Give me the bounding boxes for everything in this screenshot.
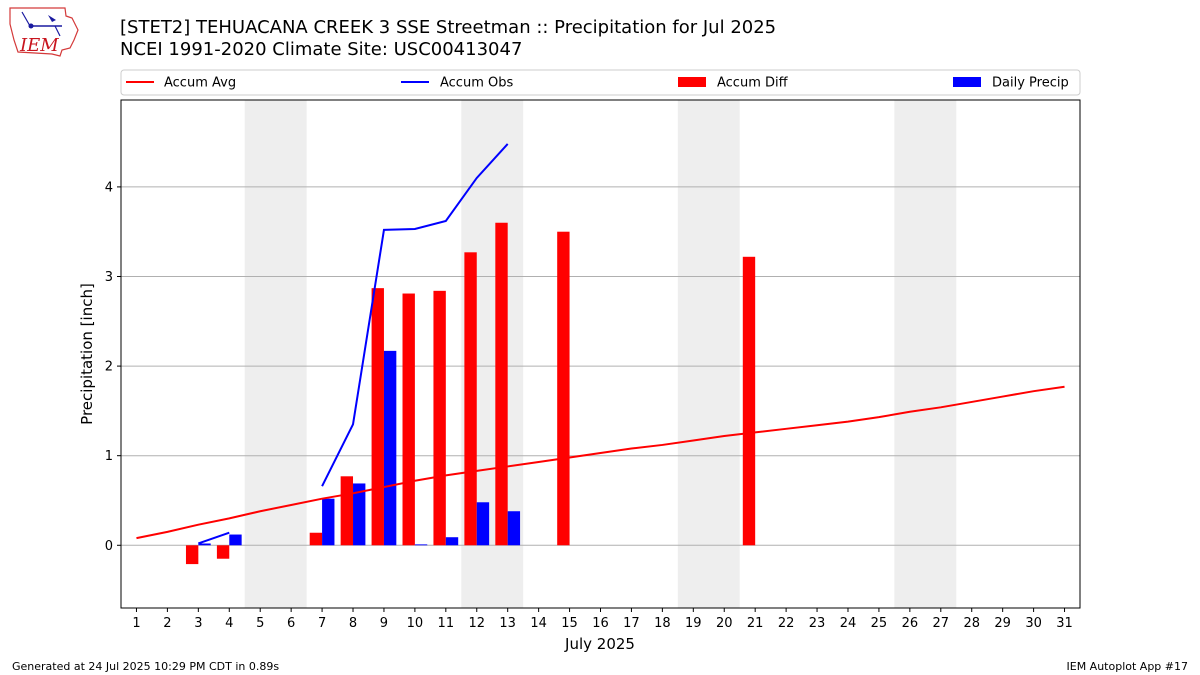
x-tick-label-8: 8 — [349, 616, 357, 631]
x-tick-label-5: 5 — [256, 616, 264, 631]
x-tick-label-7: 7 — [318, 616, 326, 631]
legend: Accum Avg Accum Obs Accum Diff Daily Pre… — [120, 69, 1081, 96]
x-tick-label-24: 24 — [840, 616, 857, 631]
x-tick-label-28: 28 — [963, 616, 980, 631]
chart-title: [STET2] TEHUACANA CREEK 3 SSE Streetman … — [120, 17, 777, 38]
x-tick-label-16: 16 — [592, 616, 609, 631]
x-tick-label-6: 6 — [287, 616, 295, 631]
x-tick-label-19: 19 — [685, 616, 702, 631]
daily-precip-bar-day-13 — [507, 511, 521, 546]
x-tick-label-13: 13 — [499, 616, 516, 631]
x-tick-label-14: 14 — [530, 616, 547, 631]
accum-diff-bar-day-11 — [433, 290, 446, 546]
daily-precip-bar-day-4 — [229, 534, 242, 546]
x-tick-label-21: 21 — [747, 616, 764, 631]
x-tick-label-10: 10 — [407, 616, 424, 631]
daily-precip-bar-day-8 — [353, 483, 366, 546]
x-tick-label-11: 11 — [438, 616, 455, 631]
accum-diff-bar-day-7 — [309, 532, 323, 546]
y-tick-label-3: 3 — [105, 270, 113, 285]
x-tick-label-26: 26 — [902, 616, 919, 631]
accum-diff-bar-day-10 — [402, 293, 415, 546]
x-tick-label-25: 25 — [871, 616, 888, 631]
x-tick-label-1: 1 — [132, 616, 140, 631]
legend-label-accum-obs: Accum Obs — [440, 76, 513, 91]
y-tick-label-0: 0 — [105, 539, 113, 554]
weekend-band-3 — [894, 100, 957, 608]
x-axis-ticks: 1 2 3 4 5 6 7 8 9 10 11 12 13 14 15 16 17 18 19 20 21 22 23 24 2… — [132, 608, 1073, 631]
x-tick-label-15: 15 — [561, 616, 578, 631]
legend-box — [120, 69, 1081, 96]
x-tick-label-31: 31 — [1056, 616, 1073, 631]
x-tick-label-12: 12 — [468, 616, 485, 631]
daily-precip-bar-day-7 — [322, 498, 335, 546]
accum-avg-line — [136, 385, 1065, 540]
daily-precip-bar-day-10 — [414, 544, 428, 546]
daily-precip-bar-day-11 — [445, 537, 459, 546]
y-tick-label-1: 1 — [105, 449, 113, 464]
x-tick-label-3: 3 — [194, 616, 202, 631]
daily-precip-bar-day-3 — [198, 543, 211, 546]
accum-diff-bar-day-4 — [216, 545, 230, 559]
x-tick-label-2: 2 — [163, 616, 171, 631]
daily-precip-bar-day-12 — [476, 502, 490, 546]
legend-swatch-daily-precip — [953, 77, 981, 87]
x-tick-label-20: 20 — [716, 616, 733, 631]
x-tick-label-27: 27 — [933, 616, 950, 631]
chart-subtitle: NCEI 1991-2020 Climate Site: USC00413047 — [120, 39, 523, 60]
bars — [185, 222, 756, 565]
x-tick-label-29: 29 — [994, 616, 1011, 631]
lines — [136, 143, 1065, 545]
legend-item-accum-diff: Accum Diff — [678, 76, 789, 91]
y-tick-label-2: 2 — [105, 360, 113, 375]
x-axis-label: July 2025 — [564, 635, 635, 653]
gridlines — [121, 186, 1080, 546]
x-tick-label-17: 17 — [623, 616, 640, 631]
accum-diff-bar-day-13 — [495, 222, 508, 546]
accum-diff-bar-day-21 — [742, 256, 756, 546]
x-tick-label-23: 23 — [809, 616, 826, 631]
y-axis-label: Precipitation [inch] — [78, 283, 96, 425]
legend-label-accum-avg: Accum Avg — [164, 76, 236, 91]
app-label: IEM Autoplot App #17 — [1066, 660, 1189, 673]
logo-text: IEM — [19, 35, 59, 56]
x-tick-label-4: 4 — [225, 616, 233, 631]
legend-swatch-accum-diff — [678, 77, 706, 87]
iem-logo: IEM — [9, 7, 79, 57]
accum-obs-line-segment-0 — [198, 531, 230, 545]
y-axis-ticks: 0 1 2 3 4 — [105, 180, 121, 554]
weekend-band-0 — [244, 100, 307, 608]
accum-diff-bar-day-9 — [371, 288, 384, 546]
daily-precip-bar-day-9 — [383, 350, 397, 546]
accum-obs-line-segment-1 — [321, 143, 509, 487]
legend-label-daily-precip: Daily Precip — [992, 76, 1069, 91]
y-tick-label-4: 4 — [105, 180, 113, 195]
legend-item-accum-obs: Accum Obs — [401, 76, 513, 91]
x-tick-label-22: 22 — [778, 616, 795, 631]
accum-diff-bar-day-8 — [340, 476, 354, 546]
accum-diff-bar-day-12 — [464, 252, 477, 546]
weekend-band-2 — [677, 100, 740, 608]
accum-diff-bar-day-15 — [557, 231, 570, 546]
legend-item-accum-avg: Accum Avg — [126, 76, 236, 91]
x-tick-label-30: 30 — [1025, 616, 1042, 631]
legend-label-accum-diff: Accum Diff — [717, 76, 789, 91]
x-tick-label-9: 9 — [380, 616, 388, 631]
legend-item-daily-precip: Daily Precip — [953, 76, 1069, 91]
generated-timestamp: Generated at 24 Jul 2025 10:29 PM CDT in… — [12, 660, 280, 673]
accum-diff-bar-day-3 — [185, 545, 199, 565]
x-tick-label-18: 18 — [654, 616, 671, 631]
